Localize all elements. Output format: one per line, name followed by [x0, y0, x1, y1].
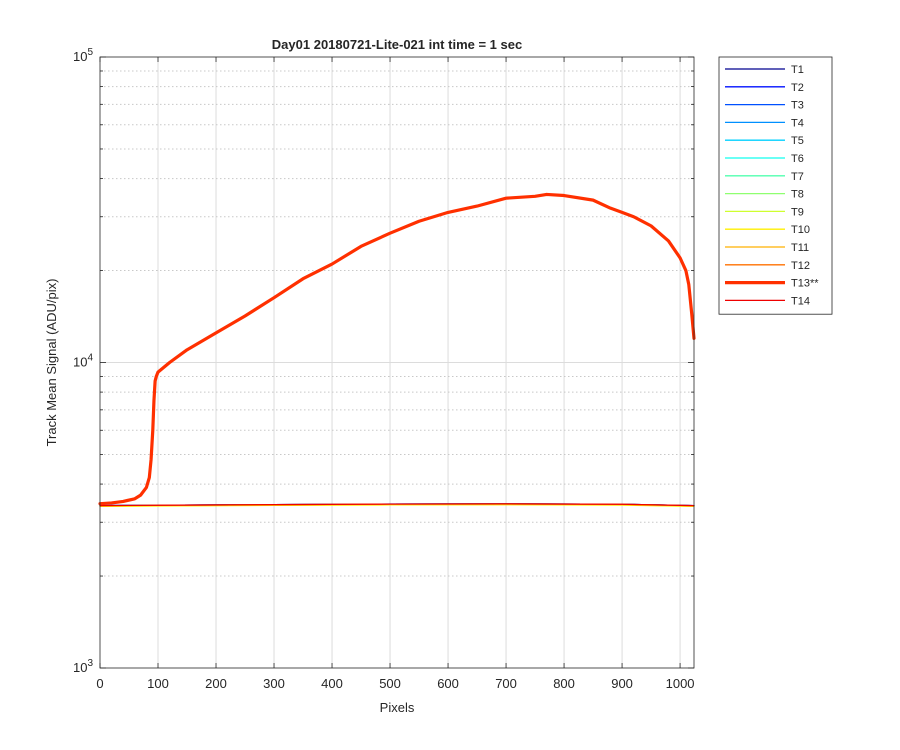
chart-title: Day01 20180721-Lite-021 int time = 1 sec: [272, 37, 522, 52]
x-tick-label: 700: [495, 676, 517, 691]
legend-label: T13**: [791, 278, 819, 290]
x-tick-label: 1000: [666, 676, 695, 691]
legend-label: T2: [791, 82, 804, 94]
series-line-t13: [98, 192, 696, 506]
legend-label: T9: [791, 206, 804, 218]
legend-label: T6: [791, 153, 804, 165]
x-tick-label: 300: [263, 676, 285, 691]
series-layer: [98, 192, 696, 508]
x-tick-label: 0: [96, 676, 103, 691]
y-tick-label: 105: [73, 47, 93, 64]
legend-label: T1: [791, 64, 804, 76]
legend-label: T3: [791, 100, 804, 112]
legend-label: T5: [791, 135, 804, 147]
y-tick-label: 103: [73, 658, 93, 675]
y-tick-label: 104: [73, 353, 93, 370]
axis-ticks: 0 100 200 300 400 500 600 700 800 900 1000 103 104 10…: [73, 47, 695, 691]
legend-label: T8: [791, 189, 804, 201]
legend-label: T14: [791, 295, 810, 307]
grid: [100, 57, 694, 668]
x-tick-label: 100: [147, 676, 169, 691]
legend-label: T11: [791, 242, 809, 254]
x-tick-label: 900: [611, 676, 633, 691]
legend-label: T10: [791, 224, 810, 236]
legend-label: T7: [791, 171, 804, 183]
legend-box: [718, 56, 833, 315]
x-tick-label: 400: [321, 676, 343, 691]
x-tick-label: 600: [437, 676, 459, 691]
legend-label: T4: [791, 117, 804, 129]
x-axis-label: Pixels: [380, 700, 415, 715]
x-tick-label: 200: [205, 676, 227, 691]
y-axis-label: Track Mean Signal (ADU/pix): [44, 279, 59, 447]
series-line-t14: [99, 503, 695, 507]
legend-label: T12: [791, 260, 810, 272]
x-tick-label: 800: [553, 676, 575, 691]
legend: T1 T2 T3 T4 T5 T6 T7 T8 T9 T10 T11 T12 T13** T14: [718, 56, 833, 315]
x-tick-label: 500: [379, 676, 401, 691]
